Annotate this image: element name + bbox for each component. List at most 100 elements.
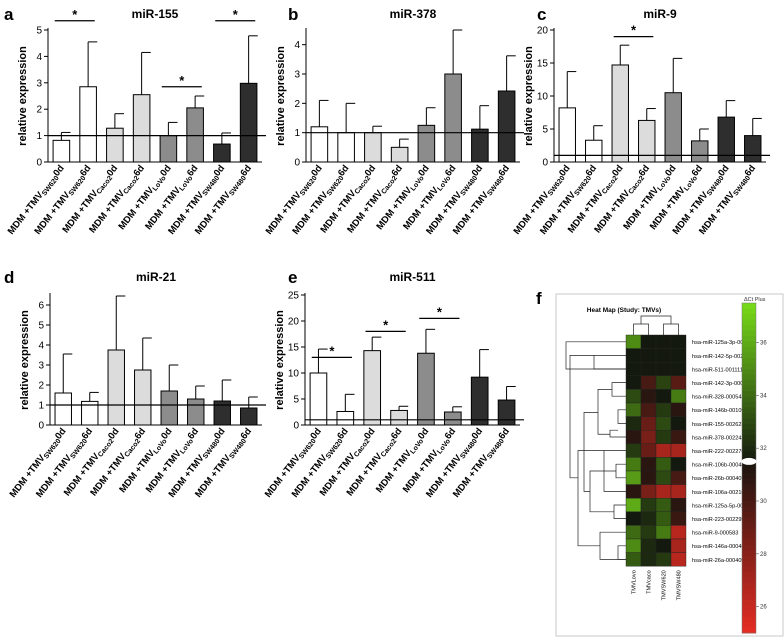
colorbar-segment bbox=[742, 583, 756, 590]
bar bbox=[186, 107, 204, 163]
y-tick-label: 20 bbox=[537, 26, 549, 37]
heatmap-cell bbox=[670, 457, 687, 472]
category-subscript: SW480 bbox=[228, 438, 248, 460]
panel-label: a bbox=[4, 5, 14, 24]
bar bbox=[79, 86, 97, 163]
heatmap-cell bbox=[655, 430, 672, 445]
bar bbox=[470, 376, 489, 426]
colorbar-segment bbox=[742, 473, 756, 480]
y-tick-label: 2 bbox=[36, 105, 42, 116]
bar bbox=[691, 140, 709, 163]
y-axis-label: relative expression bbox=[274, 310, 286, 410]
heatmap-cell bbox=[625, 538, 642, 553]
colorbar-segment bbox=[742, 627, 756, 634]
heatmap-row-label: hsa-miR-125a-3p-002199 bbox=[692, 340, 756, 346]
panel-f: f Heat Map (Study: TMVs) hsa-miR-125a-3p-0… bbox=[536, 289, 784, 637]
panel-label: f bbox=[536, 289, 542, 308]
colorbar-tick-label: 26 bbox=[760, 605, 767, 611]
colorbar-segment bbox=[742, 303, 756, 309]
category-subscript: SW620 bbox=[68, 175, 88, 197]
colorbar-segment bbox=[742, 314, 756, 320]
heatmap-cell bbox=[655, 525, 672, 540]
colorbar-segment bbox=[742, 512, 756, 518]
heatmap-cell bbox=[655, 470, 672, 485]
colorbar-segment bbox=[742, 319, 756, 326]
heatmap-cell bbox=[625, 498, 642, 513]
colorbar-segment bbox=[742, 325, 756, 331]
significance-star: * bbox=[233, 7, 239, 22]
significance-star: * bbox=[72, 7, 78, 22]
y-tick-label: 0 bbox=[542, 158, 548, 169]
category-subscript: SW480 bbox=[460, 175, 480, 197]
heatmap-row-label: hsa-miR-146b-001097 bbox=[692, 408, 748, 414]
heatmap-cell bbox=[655, 402, 672, 417]
heatmap-row-label: hsa-miR-223-002295 bbox=[692, 517, 745, 523]
heatmap-column-label: TMVcaco bbox=[647, 570, 653, 594]
colorbar-segment bbox=[742, 523, 756, 529]
heatmap-cell bbox=[640, 430, 657, 445]
colorbar-segment bbox=[742, 550, 756, 557]
heatmap-cell bbox=[655, 498, 672, 513]
heatmap-row-label: hsa-miR-142-5p-002248 bbox=[692, 354, 753, 360]
y-tick-label: 5 bbox=[293, 395, 299, 406]
colorbar-segment bbox=[742, 605, 756, 612]
colorbar-segment bbox=[742, 363, 756, 370]
colorbar-title: ΔCt Plus bbox=[744, 297, 766, 303]
colorbar-segment bbox=[742, 572, 756, 579]
heatmap-row-label: hsa-miR-511-001111 bbox=[692, 367, 743, 373]
row-dendrogram bbox=[617, 545, 626, 560]
heatmap-cell bbox=[655, 389, 672, 404]
colorbar-segment bbox=[742, 440, 756, 447]
bar bbox=[497, 90, 516, 163]
bar bbox=[390, 409, 408, 426]
y-tick-label: 4 bbox=[294, 40, 300, 51]
y-tick-label: 0 bbox=[294, 158, 300, 169]
y-tick-label: 10 bbox=[288, 369, 300, 380]
heatmap-column-label: TMVSW620 bbox=[662, 570, 668, 600]
category-subscript: SW620 bbox=[299, 175, 319, 197]
colorbar-segment bbox=[742, 622, 756, 628]
y-tick-label: 1 bbox=[294, 128, 300, 139]
heatmap-row-label: hsa-miR-146a-000468 bbox=[692, 544, 748, 550]
bar bbox=[585, 139, 603, 163]
row-dendrogram bbox=[609, 429, 626, 438]
bar bbox=[471, 128, 489, 163]
heatmap-cell bbox=[625, 484, 642, 499]
colorbar-segment bbox=[742, 462, 756, 469]
colorbar-segment bbox=[742, 479, 756, 485]
colorbar-tick-label: 30 bbox=[760, 499, 767, 505]
category-subscript: SW620 bbox=[69, 438, 89, 460]
heatmap-cell bbox=[670, 362, 687, 377]
heatmap-cell bbox=[670, 538, 687, 553]
heatmap-cell bbox=[670, 484, 687, 499]
heatmap-cell bbox=[670, 430, 687, 445]
heatmap-cell bbox=[670, 525, 687, 540]
heatmap-cell bbox=[625, 443, 642, 458]
heatmap-cell bbox=[640, 348, 657, 363]
category-subscript: SW480 bbox=[202, 438, 222, 460]
panel-label: e bbox=[288, 268, 297, 287]
colorbar-segment bbox=[742, 407, 756, 414]
bar bbox=[611, 64, 629, 163]
heatmap-row-label: hsa-miR-106b-000442 bbox=[692, 463, 748, 469]
bar bbox=[134, 369, 152, 426]
heatmap-cell bbox=[640, 538, 657, 553]
y-tick-label: 5 bbox=[38, 321, 44, 332]
row-dendrogram bbox=[569, 355, 594, 479]
colorbar-segment bbox=[742, 561, 756, 568]
y-tick-label: 20 bbox=[288, 317, 300, 328]
colorbar-segment bbox=[742, 418, 756, 425]
chart-title: miR-155 bbox=[132, 7, 179, 21]
colorbar-segment bbox=[742, 534, 756, 540]
bar bbox=[364, 132, 382, 163]
heatmap-cell bbox=[670, 511, 687, 526]
heatmap-cell bbox=[655, 457, 672, 472]
heatmap-cell bbox=[625, 348, 642, 363]
y-tick-label: 5 bbox=[36, 26, 42, 37]
panel-label: c bbox=[537, 5, 546, 24]
colorbar-segment bbox=[742, 611, 756, 617]
category-subscript: SW620 bbox=[573, 175, 593, 197]
